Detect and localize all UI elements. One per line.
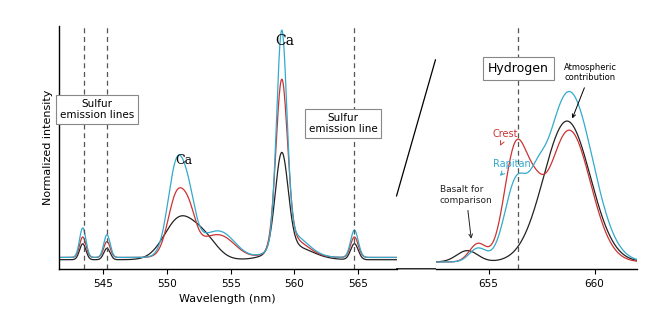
- X-axis label: Wavelength (nm): Wavelength (nm): [179, 294, 276, 304]
- Text: Hydrogen: Hydrogen: [488, 62, 549, 75]
- Text: Rapitan: Rapitan: [493, 158, 530, 175]
- Text: Sulfur
emission lines: Sulfur emission lines: [60, 99, 134, 121]
- Y-axis label: Normalized intensity: Normalized intensity: [43, 90, 53, 205]
- Text: Ca: Ca: [175, 154, 192, 166]
- Text: Atmospheric
contribution: Atmospheric contribution: [564, 63, 617, 117]
- Text: Basalt for
comparison: Basalt for comparison: [440, 186, 493, 238]
- Text: Ca: Ca: [275, 34, 294, 48]
- Text: Crest: Crest: [493, 129, 518, 145]
- Text: Sulfur
emission line: Sulfur emission line: [309, 113, 377, 134]
